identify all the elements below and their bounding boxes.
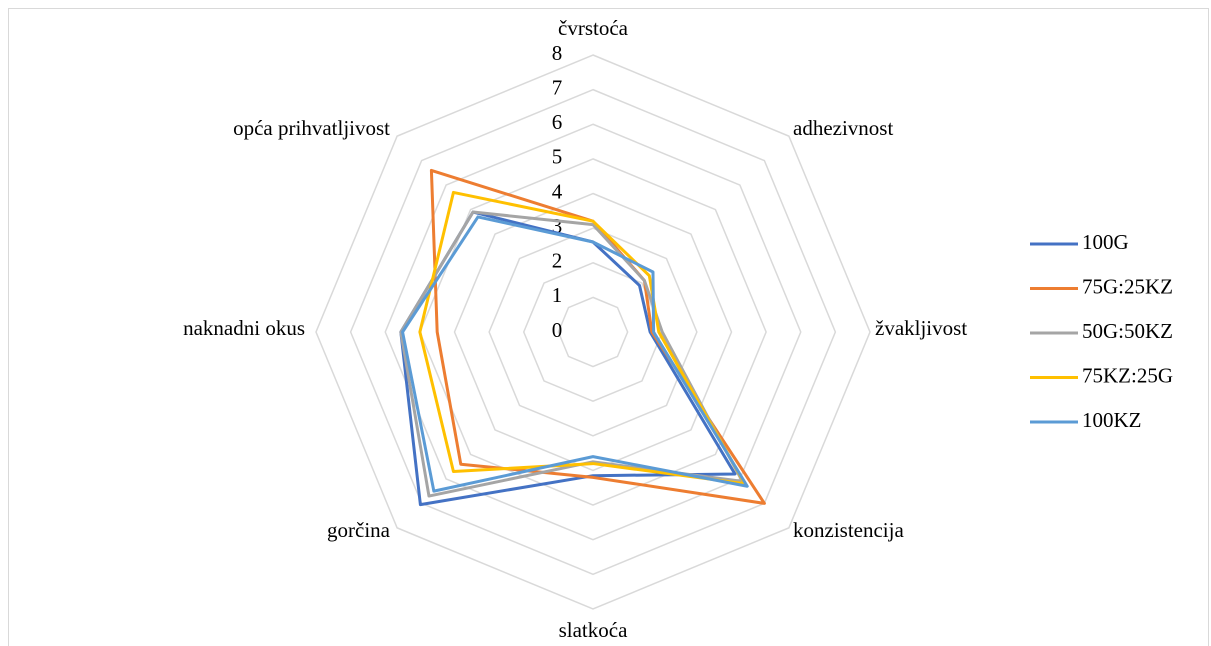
r-tick-label: 6 <box>552 110 563 134</box>
grid-ring <box>315 54 871 610</box>
series-line <box>418 190 747 486</box>
category-label: gorčina <box>327 518 391 542</box>
legend-label: 100G <box>1082 230 1129 254</box>
grid-ring <box>349 88 837 576</box>
legend-label: 50G:50KZ <box>1082 319 1173 343</box>
r-tick-label: 7 <box>552 75 563 99</box>
category-label: slatkoća <box>559 618 628 642</box>
category-label: čvrstoća <box>558 16 629 40</box>
r-tick-label: 8 <box>552 41 563 65</box>
grid-ring <box>557 296 629 368</box>
category-label: opća prihvatljivost <box>233 116 390 140</box>
category-label: žvakljivost <box>875 316 967 340</box>
legend-label: 75G:25KZ <box>1082 274 1173 298</box>
category-label: konzistencija <box>793 518 904 542</box>
series-line <box>401 215 749 493</box>
r-tick-label: 2 <box>552 249 563 273</box>
grid-ring <box>453 192 733 472</box>
r-tick-label: 1 <box>552 283 563 307</box>
category-label: naknadni okus <box>183 316 305 340</box>
chart-border <box>8 8 1209 646</box>
r-tick-label: 3 <box>552 214 563 238</box>
category-label: adhezivnost <box>793 116 893 140</box>
series-line <box>399 210 744 498</box>
legend-label: 75KZ:25G <box>1082 363 1173 387</box>
grid-ring <box>419 158 767 506</box>
r-tick-label: 0 <box>552 318 563 342</box>
r-tick-label: 4 <box>552 179 563 203</box>
grid-ring <box>522 261 664 403</box>
grid-ring <box>488 227 698 437</box>
legend-label: 100KZ <box>1082 408 1142 432</box>
r-tick-label: 5 <box>552 145 563 169</box>
series-line <box>429 168 766 505</box>
grid-ring <box>384 123 802 541</box>
